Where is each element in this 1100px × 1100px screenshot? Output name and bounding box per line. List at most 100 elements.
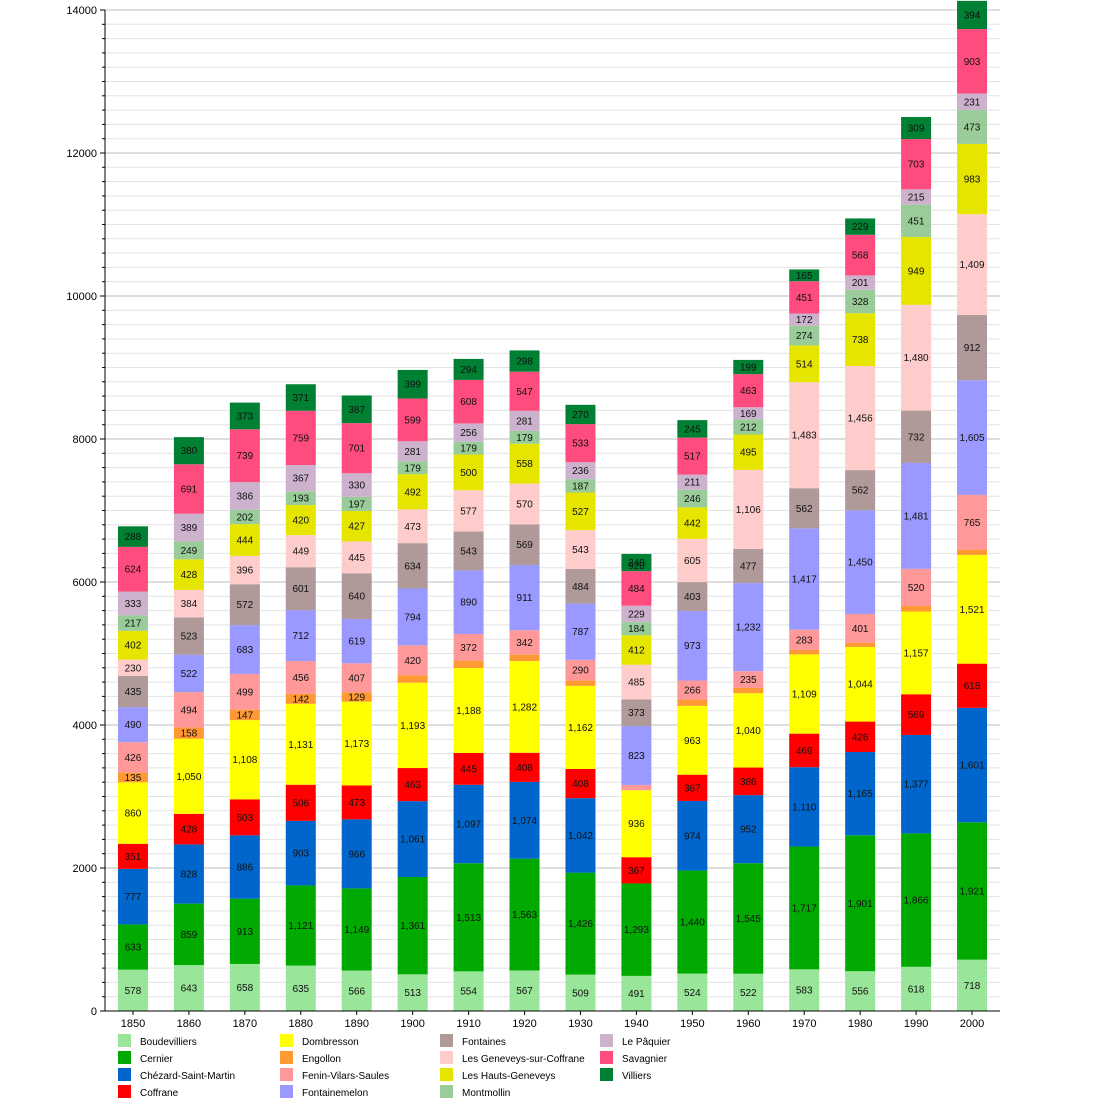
bar-segment-label: 506 [292,798,309,809]
bar-segment-label: 554 [460,987,477,998]
bar-segment-label: 403 [684,592,701,603]
bar-segment [677,774,708,801]
bar-segment-label: 399 [404,380,421,391]
bar-segment [845,234,876,276]
legend-entry: Chézard-Saint-Martin [118,1068,235,1082]
bar-segment-label: 386 [237,491,254,502]
bar-segment-label: 1,456 [848,414,873,425]
bar-segment [509,654,540,662]
legend-swatch [440,1085,453,1098]
legend-entry: Cernier [118,1051,173,1065]
legend-swatch [440,1068,453,1081]
bar-stack-1880: 635 1,121 903 506 1,131 142 456 712 601 449 420 193… [285,384,316,1011]
legend-label: Chézard-Saint-Martin [140,1071,235,1082]
bar-segment-label: 1,601 [960,761,985,772]
bars: 578 633 777 351 860 135 426 490 435 230 402 217 333 6… [117,0,988,1011]
bar-segment [565,659,596,681]
bar-segment-label: 484 [572,582,589,593]
bar-segment-label: 936 [628,819,645,830]
bar-stack-1910: 554 1,513 1,097 445 1,188 372 890 543 577 500 179 2… [453,358,484,1011]
bar-segment-label: 712 [292,631,309,642]
bar-segment [173,813,204,845]
bar-segment-label: 558 [516,459,533,470]
bar-segment-label: 683 [237,645,254,656]
bar-segment [621,857,652,884]
bar-segment [621,571,652,606]
bar-segment-label: 428 [181,570,198,581]
bar-segment [397,645,428,676]
bar-segment [229,898,260,964]
bar-segment-label: 718 [964,981,981,992]
bar-segment-label: 386 [740,777,757,788]
bar-segment [453,633,484,661]
bar-segment-label: 428 [181,825,198,836]
bar-segment [397,675,428,683]
bar-segment-label: 738 [852,335,869,346]
bar-segment [901,606,932,612]
bar-segment [453,423,484,442]
bar-segment-label: 903 [292,849,309,860]
bar-segment [509,524,540,566]
bar-segment-label: 1,110 [792,802,817,813]
bar-stack-1860: 643 859 828 428 1,050 158 494 522 523 384 428 249 38… [173,437,204,1011]
bar-segment [957,549,988,555]
bar-segment-label: 449 [292,547,309,558]
axes: 0 2000 4000 6000 8000 10000 12000 14000 1850 1860… [66,5,1000,1030]
bar-segment [173,727,204,739]
legend-swatch [280,1034,293,1047]
bar-segment [789,649,820,655]
bar-segment-label: 274 [796,331,813,342]
bar-segment [733,671,764,688]
bar-segment [173,965,204,1011]
bar-segment-label: 624 [125,565,142,576]
bar-segment [453,660,484,669]
bar-segment-label: 1,074 [512,816,537,827]
bar-segment-label: 442 [684,519,701,530]
bar-segment [285,567,316,611]
bar-segment [509,371,540,411]
bar-segment [621,553,652,572]
bar-segment [117,630,148,660]
bar-segment-label: 445 [348,553,365,564]
bar-segment-label: 524 [684,988,701,999]
bar-segment-label: 1,050 [176,772,201,783]
bar-segment-label: 266 [684,686,701,697]
bar-segment [341,785,372,820]
bar-stack-1940: 491 1,293 367 936 823 373 485 412 184 229 484 24092… [621,553,652,1011]
bar-segment-label: 351 [125,852,142,863]
bar-segment-label: 367 [628,866,645,877]
bar-segment-label: 569 [908,710,925,721]
bar-segment-label: 1,282 [512,702,537,713]
bar-segment-label: 1,866 [904,896,929,907]
bar-segment [117,924,148,970]
bar-segment [509,970,540,1011]
legend-swatch [280,1085,293,1098]
bar-segment-label: 1,563 [512,910,537,921]
y-tick-label: 10000 [66,291,97,303]
bar-segment-label: 794 [404,612,421,623]
bar-segment [565,798,596,873]
bar-segment-label: 823 [628,751,645,762]
bar-segment [341,423,372,474]
bar-segment [285,885,316,966]
bar-segment [621,726,652,785]
bar-segment [789,488,820,529]
bar-segment-label: 1,450 [848,558,873,569]
bar-segment [677,800,708,871]
bar-segment [397,682,428,769]
bar-segment-label: 283 [796,635,813,646]
bar-segment-label: 974 [684,831,701,842]
bar-segment [565,462,596,480]
legend: Boudevilliers Cernier Chézard-Saint-Martin… [118,1034,671,1099]
bar-segment-label: 202 [237,512,254,523]
legend-swatch [440,1051,453,1064]
bar-segment-label: 384 [181,599,198,610]
bar-segment [901,568,932,607]
bar-segment [957,29,988,94]
bar-segment-label: 1,044 [848,680,873,691]
bar-segment [565,404,596,425]
bar-segment [117,742,148,773]
bar-segment-label: 473 [348,798,365,809]
bar-segment [957,0,988,30]
